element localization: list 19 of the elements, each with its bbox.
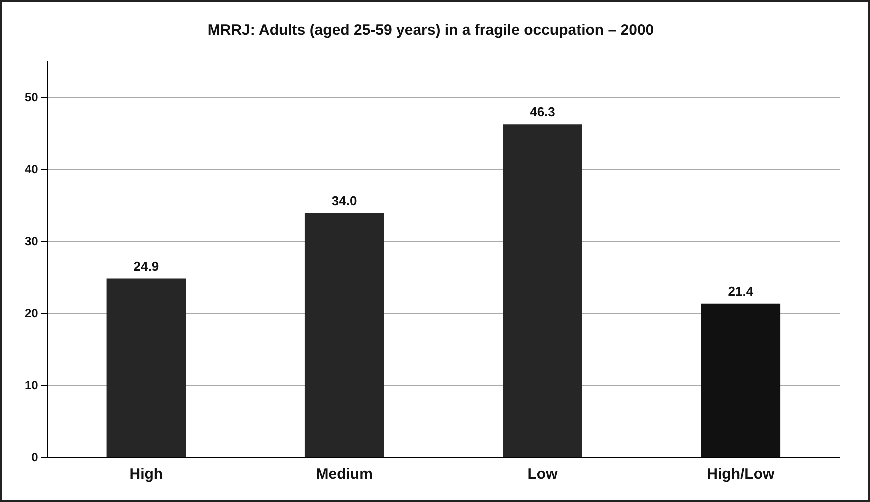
data-label: 34.0 [332,193,358,208]
data-label: 21.4 [728,284,754,299]
data-label: 24.9 [134,258,160,274]
y-tick-label: 0 [32,450,39,464]
x-tick-label: High [130,466,164,484]
data-label: 46.3 [530,104,556,120]
bar [701,304,781,458]
x-tick-label: Medium [316,466,373,484]
x-tick-label: Low [528,466,558,484]
y-tick-label: 30 [24,234,39,248]
y-tick-label: 10 [24,378,39,392]
bar [304,213,384,458]
x-tick-label: High/Low [707,466,775,484]
y-tick-label: 50 [24,90,39,104]
y-tick-label: 20 [24,306,39,320]
chart-title: MRRJ: Adults (aged 25-59 years) in a fragile occupation – 2000 [208,22,654,40]
bar [106,278,186,458]
y-tick-label: 40 [24,162,39,176]
bar [503,124,582,458]
